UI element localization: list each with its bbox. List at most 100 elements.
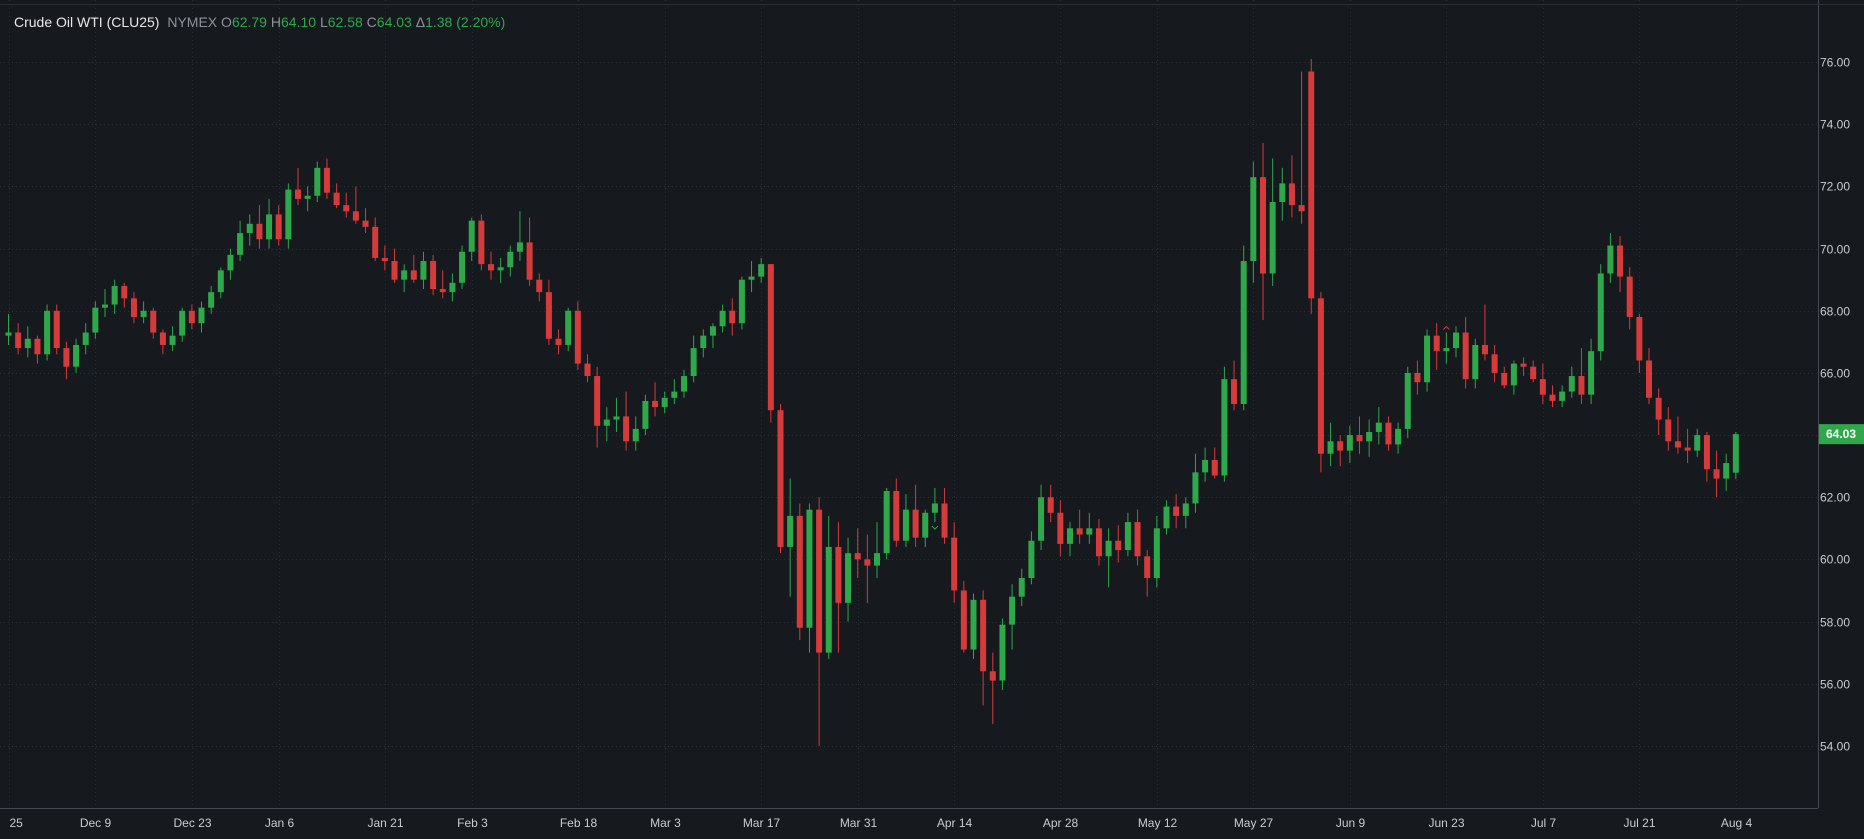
candle-body: [159, 332, 166, 345]
candle-body: [1192, 472, 1199, 504]
candle-body: [1597, 273, 1604, 352]
candle-body: [738, 279, 745, 324]
candle-body: [304, 195, 311, 199]
candle-body: [343, 205, 350, 212]
candle: [130, 292, 137, 324]
candle: [1076, 509, 1083, 544]
candle: [989, 652, 996, 725]
candle-body: [632, 428, 639, 442]
candle: [700, 329, 707, 358]
y-tick-label: 58.00: [1820, 616, 1850, 630]
candle-body: [1144, 556, 1151, 579]
change-value: 1.38 (2.20%): [425, 14, 506, 30]
candle-body: [1636, 316, 1643, 361]
x-tick-label: Dec 9: [80, 816, 112, 830]
candle: [1674, 416, 1681, 454]
candle-body: [1395, 428, 1402, 445]
candle-body: [1134, 522, 1141, 557]
y-tick-label: 70.00: [1820, 243, 1850, 257]
candle: [304, 186, 311, 212]
candle: [1607, 233, 1614, 283]
candle: [516, 211, 523, 262]
y-tick-label: 54.00: [1820, 740, 1850, 754]
x-tick-label: Apr 28: [1043, 816, 1079, 830]
candle-body: [1182, 503, 1189, 516]
candle-body: [275, 214, 282, 240]
y-tick-label: 74.00: [1820, 118, 1850, 132]
candle: [1192, 453, 1199, 513]
candle-body: [719, 310, 726, 327]
candle-body: [478, 220, 485, 265]
y-tick-label: 62.00: [1820, 491, 1850, 505]
candle: [275, 205, 282, 246]
candle-body: [1337, 441, 1344, 451]
candle-body: [1269, 202, 1276, 274]
candle-body: [1617, 245, 1624, 277]
candle-body: [1481, 344, 1488, 355]
symbol-name: Crude Oil WTI (CLU25): [14, 14, 160, 30]
candle-body: [980, 599, 987, 672]
candle: [1288, 155, 1295, 218]
candle-body: [951, 537, 958, 591]
candle: [835, 522, 842, 653]
candle: [816, 497, 823, 746]
candle-body: [767, 264, 774, 411]
candle-body: [1346, 435, 1353, 451]
candle: [1346, 425, 1353, 464]
candle-body: [1298, 205, 1305, 212]
candle-body: [1231, 379, 1238, 404]
x-tick-label: Jan 21: [367, 816, 403, 830]
candle: [372, 217, 379, 262]
candle: [806, 503, 813, 653]
candle: [845, 537, 852, 622]
candle-body: [516, 242, 523, 252]
candle: [1588, 338, 1595, 404]
candle: [266, 198, 273, 249]
candle: [1578, 348, 1585, 404]
candle: [854, 528, 861, 579]
candle: [565, 307, 572, 352]
candle: [1057, 500, 1064, 557]
close-key: C: [366, 14, 377, 30]
y-tick-label: 60.00: [1820, 553, 1850, 567]
candle-body: [1530, 366, 1537, 380]
candle-body: [613, 416, 620, 420]
candle: [1086, 512, 1093, 544]
candle: [1713, 450, 1720, 498]
candle-body: [362, 220, 369, 227]
x-tick-label: 25: [10, 816, 24, 830]
candle-body: [700, 335, 707, 349]
candle: [1124, 512, 1131, 557]
candle-body: [121, 285, 128, 299]
candle: [468, 217, 475, 262]
candle-body: [24, 338, 31, 349]
candle: [102, 289, 108, 317]
candle-body: [217, 270, 224, 293]
candle-body: [1462, 332, 1469, 380]
candle: [536, 273, 543, 302]
candle-body: [796, 515, 803, 628]
grid: [0, 0, 1818, 808]
candle-body: [198, 307, 205, 324]
candle-body: [507, 251, 514, 268]
candle-body: [314, 167, 321, 196]
candle: [430, 254, 437, 296]
low-key: L: [319, 14, 328, 30]
candle: [1047, 484, 1054, 523]
candle-body: [5, 332, 12, 336]
candle: [1337, 435, 1344, 467]
candle: [526, 217, 533, 286]
candle: [1279, 167, 1286, 221]
candle: [208, 285, 215, 314]
candle-body: [584, 363, 591, 377]
candle: [1510, 360, 1517, 395]
candle-body: [845, 553, 852, 603]
candle: [1115, 525, 1122, 563]
candle: [1269, 158, 1276, 286]
candle: [82, 323, 89, 355]
candle: [1597, 264, 1604, 361]
candle-body: [1028, 540, 1035, 579]
candle-body: [1356, 435, 1363, 442]
